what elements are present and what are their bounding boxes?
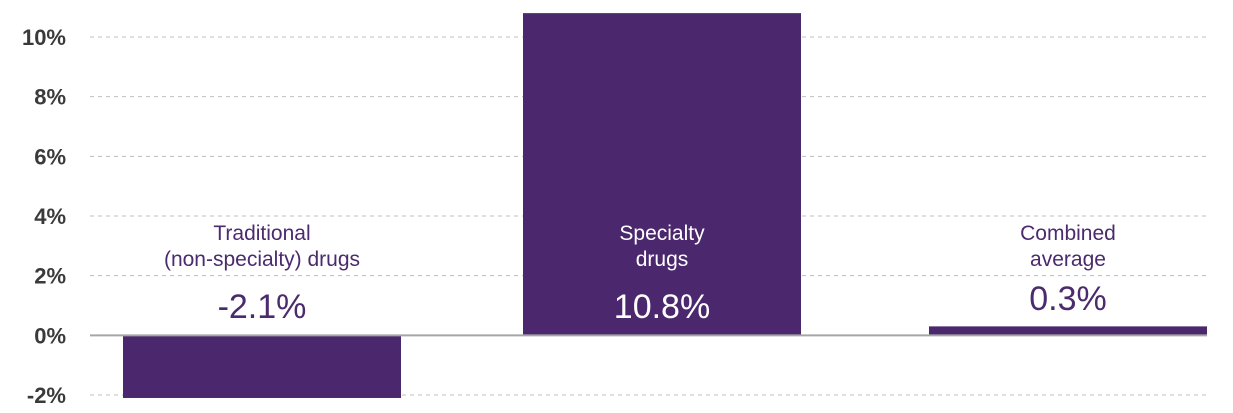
bar: [523, 13, 801, 336]
category-label: Traditional (non-specialty) drugs: [164, 222, 360, 271]
bar: [929, 326, 1207, 336]
bar: [123, 335, 401, 398]
category-label: Specialty drugs: [619, 222, 705, 271]
bars: [123, 13, 1207, 398]
y-tick-label: 8%: [34, 85, 66, 110]
y-tick-label: 10%: [22, 25, 66, 50]
data-labels: -2.1% 10.8% 0.3%: [218, 280, 1107, 326]
y-tick-label: 4%: [34, 204, 66, 229]
data-label: -2.1%: [218, 288, 307, 326]
y-tick-label: -2%: [27, 383, 66, 408]
y-axis-tick-labels: -2% 0% 2% 4% 6% 8% 10%: [22, 25, 66, 408]
category-label: Combined average: [1020, 222, 1116, 271]
data-label: 10.8%: [614, 288, 710, 326]
data-label: 0.3%: [1029, 280, 1107, 318]
y-tick-label: 2%: [34, 264, 66, 289]
category-labels: Traditional (non-specialty) drugs Specialt…: [164, 222, 1116, 271]
y-tick-label: 6%: [34, 144, 66, 169]
y-tick-label: 0%: [34, 323, 66, 348]
gridlines: [90, 36, 1207, 396]
